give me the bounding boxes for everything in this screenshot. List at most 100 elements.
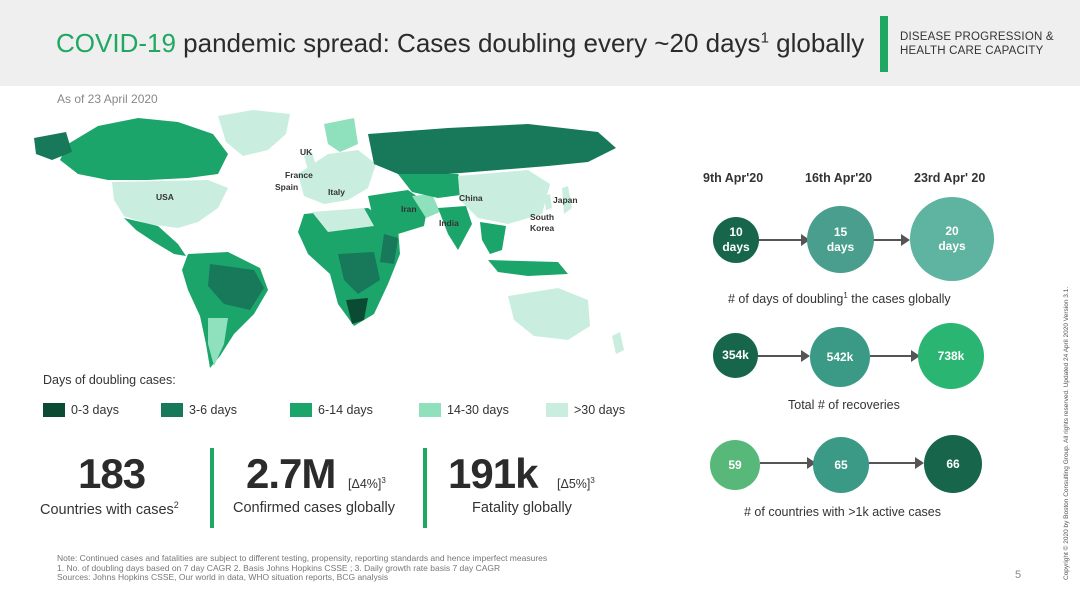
category-line-1: DISEASE PROGRESSION & xyxy=(900,31,1054,43)
footnote-line: Sources: Johns Hopkins CSSE, Our world i… xyxy=(57,572,389,582)
doubling-unit: days xyxy=(938,239,966,253)
arrow-connector xyxy=(872,234,910,246)
map-alaska xyxy=(34,132,72,160)
map-europe xyxy=(298,150,376,204)
page-title: COVID-19 pandemic spread: Cases doubling… xyxy=(56,28,864,59)
footnote-line: 1. No. of doubling days based on 7 day C… xyxy=(57,562,501,573)
countries-circle-1: 59 xyxy=(710,440,760,490)
countries-value: 65 xyxy=(834,457,848,472)
doubling-value: 15 xyxy=(833,224,848,239)
map-label-india: India xyxy=(439,218,459,228)
doubling-unit: days xyxy=(722,240,750,254)
doubling-circle-1: 10 days xyxy=(713,217,759,263)
stat-countries-label-text: Countries with cases xyxy=(40,501,174,518)
doubling-value: 20 xyxy=(945,224,959,238)
legend-label: 14-30 days xyxy=(447,403,509,417)
map-greenland xyxy=(218,110,290,156)
header-bar xyxy=(0,0,1080,86)
map-central-africa xyxy=(338,252,380,294)
legend-title: Days of doubling cases: xyxy=(43,373,176,387)
map-southern-africa xyxy=(346,298,368,324)
stat-fatality-value: 191k xyxy=(448,450,538,497)
stat-separator xyxy=(423,448,427,528)
countries-value: 59 xyxy=(728,457,742,472)
stat-fatality-delta: [Δ5%]3 xyxy=(557,476,595,491)
recoveries-value: 738k xyxy=(937,348,965,363)
stat-countries-label: Countries with cases2 xyxy=(40,500,179,518)
legend-label: 6-14 days xyxy=(318,403,373,417)
legend-swatch xyxy=(43,403,65,417)
legend-swatch xyxy=(290,403,312,417)
category-label: DISEASE PROGRESSION & HEALTH CARE CAPACI… xyxy=(900,30,1054,58)
recoveries-circle-3: 738k xyxy=(918,323,984,389)
map-label-france: France xyxy=(285,170,313,180)
map-label-korea: Korea xyxy=(530,223,554,233)
stat-confirmed-delta: [Δ4%]3 xyxy=(348,476,386,491)
map-australia xyxy=(508,288,590,340)
stat-separator xyxy=(210,448,214,528)
map-label-japan: Japan xyxy=(553,195,578,205)
legend-swatch xyxy=(161,403,183,417)
legend-label: >30 days xyxy=(574,403,626,417)
arrow-connector xyxy=(760,457,816,469)
legend-swatch xyxy=(546,403,568,417)
title-main: pandemic spread: Cases doubling every ~2… xyxy=(175,28,761,58)
footnote-line: Note: Continued cases and fatalities are… xyxy=(57,553,548,563)
map-china xyxy=(458,170,550,224)
title-footnote-mark: 1 xyxy=(760,29,769,47)
map-east-africa xyxy=(380,234,398,264)
recoveries-circle-2: 542k xyxy=(810,327,870,387)
map-japan xyxy=(562,186,572,214)
legend-swatch xyxy=(419,403,441,417)
map-iran xyxy=(412,194,440,218)
map-label-italy: Italy xyxy=(328,187,345,197)
recoveries-circle-1: 354k xyxy=(713,333,758,378)
stat-countries-label-sup: 2 xyxy=(173,500,179,510)
map-new-zealand xyxy=(612,332,624,354)
countries-value: 66 xyxy=(946,456,960,471)
footnotes: Note: Continued cases and fatalities are… xyxy=(57,553,548,583)
stat-confirmed-value: 2.7M xyxy=(246,450,336,497)
stat-countries-value: 183 xyxy=(78,450,146,497)
legend-label: 0-3 days xyxy=(71,403,119,417)
map-label-china: China xyxy=(459,193,483,203)
doubling-unit: days xyxy=(826,239,855,254)
stat-confirmed-delta-text: [Δ4%] xyxy=(348,477,382,492)
countries-circle-3: 66 xyxy=(924,435,982,493)
map-scandinavia xyxy=(324,118,358,152)
doubling-caption-sup: 1 xyxy=(843,291,848,300)
arrow-connector xyxy=(756,350,810,362)
map-label-south: South xyxy=(530,212,554,222)
map-uk xyxy=(304,152,316,170)
page-number: 5 xyxy=(1015,569,1022,581)
map-canada xyxy=(60,118,228,180)
category-line-2: HEALTH CARE CAPACITY xyxy=(900,45,1044,57)
title-highlight: COVID-19 xyxy=(56,28,176,58)
doubling-value: 10 xyxy=(729,225,743,239)
as-of-date: As of 23 April 2020 xyxy=(57,92,158,106)
map-se-asia xyxy=(480,222,506,254)
recoveries-value: 354k xyxy=(722,348,749,362)
map-russia xyxy=(368,124,616,174)
map-label-uk: UK xyxy=(300,147,313,157)
timeline-header-2: 16th Apr'20 xyxy=(805,171,873,185)
map-mexico xyxy=(124,218,186,256)
world-map: UK France Spain Italy USA Iran China Ind… xyxy=(34,110,624,368)
doubling-circle-3: 20 days xyxy=(910,197,994,281)
map-north-africa xyxy=(312,208,374,232)
doubling-caption: # of days of doubling1 the cases globall… xyxy=(728,291,951,306)
map-label-spain: Spain xyxy=(275,182,298,192)
arrow-connector xyxy=(868,457,924,469)
title-end: globally xyxy=(768,28,865,58)
arrow-connector xyxy=(870,350,920,362)
stat-fatality-delta-sup: 3 xyxy=(590,476,595,485)
map-korea xyxy=(544,194,552,210)
map-label-usa: USA xyxy=(156,192,174,202)
stat-fatality-label: Fatality globally xyxy=(472,500,572,516)
map-central-asia xyxy=(398,174,468,198)
header-accent-bar xyxy=(880,16,888,72)
arrow-connector xyxy=(758,234,810,246)
recoveries-caption: Total # of recoveries xyxy=(788,398,900,412)
countries-caption: # of countries with >1k active cases xyxy=(744,505,941,519)
doubling-caption-b: the cases globally xyxy=(847,292,951,307)
